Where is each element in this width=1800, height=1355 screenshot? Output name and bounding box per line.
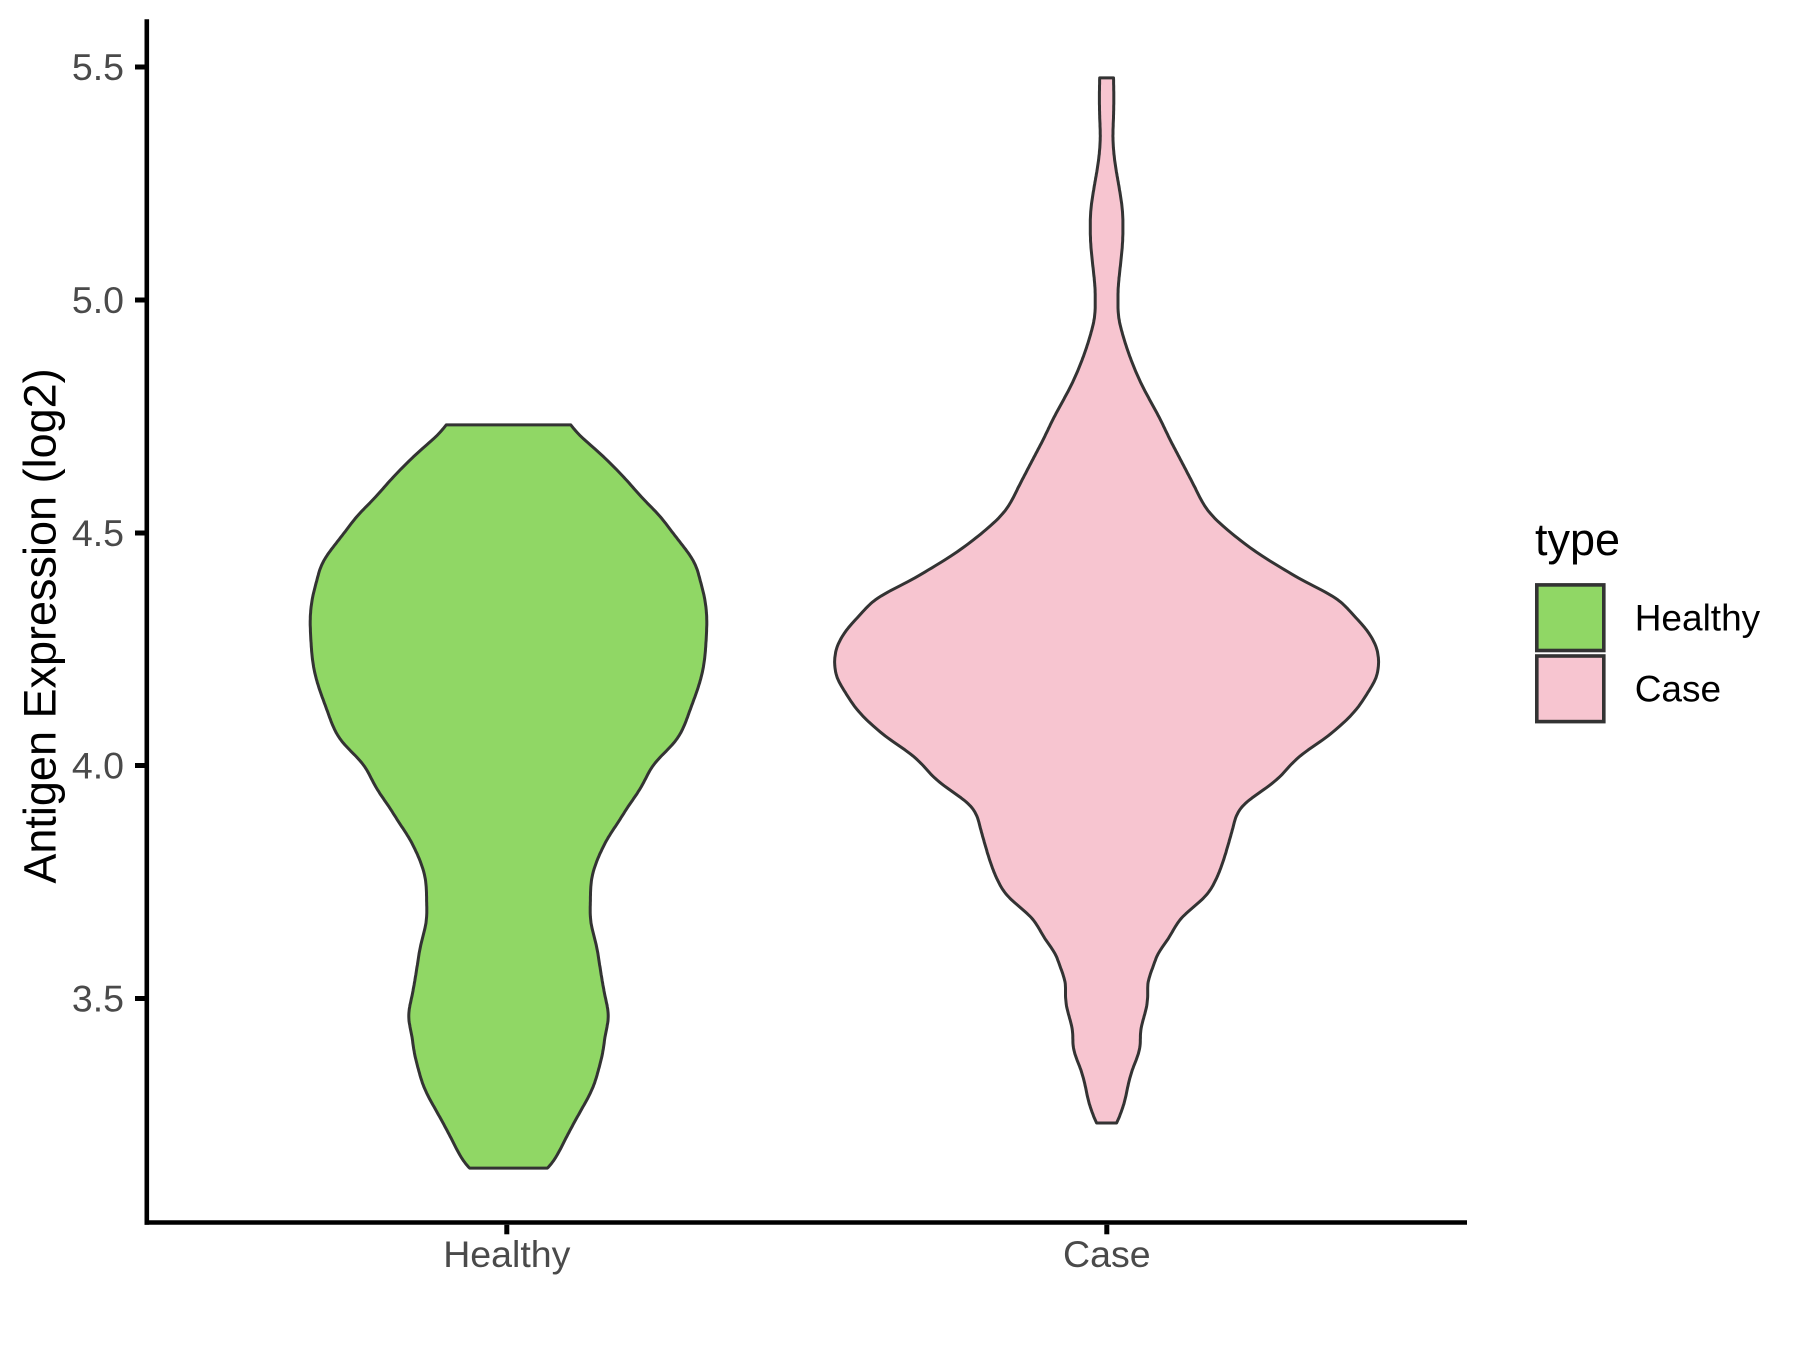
svg-text:5.0: 5.0 <box>72 279 124 321</box>
svg-text:Antigen Expression (log2): Antigen Expression (log2) <box>15 368 66 883</box>
svg-text:4.5: 4.5 <box>72 512 124 554</box>
svg-text:Healthy: Healthy <box>443 1233 570 1275</box>
svg-text:4.0: 4.0 <box>72 745 124 787</box>
svg-text:3.5: 3.5 <box>72 978 124 1020</box>
svg-text:Case: Case <box>1063 1233 1151 1275</box>
svg-text:Case: Case <box>1635 669 1721 710</box>
svg-text:5.5: 5.5 <box>72 46 124 88</box>
svg-text:Healthy: Healthy <box>1635 598 1761 639</box>
svg-text:type: type <box>1535 514 1620 565</box>
